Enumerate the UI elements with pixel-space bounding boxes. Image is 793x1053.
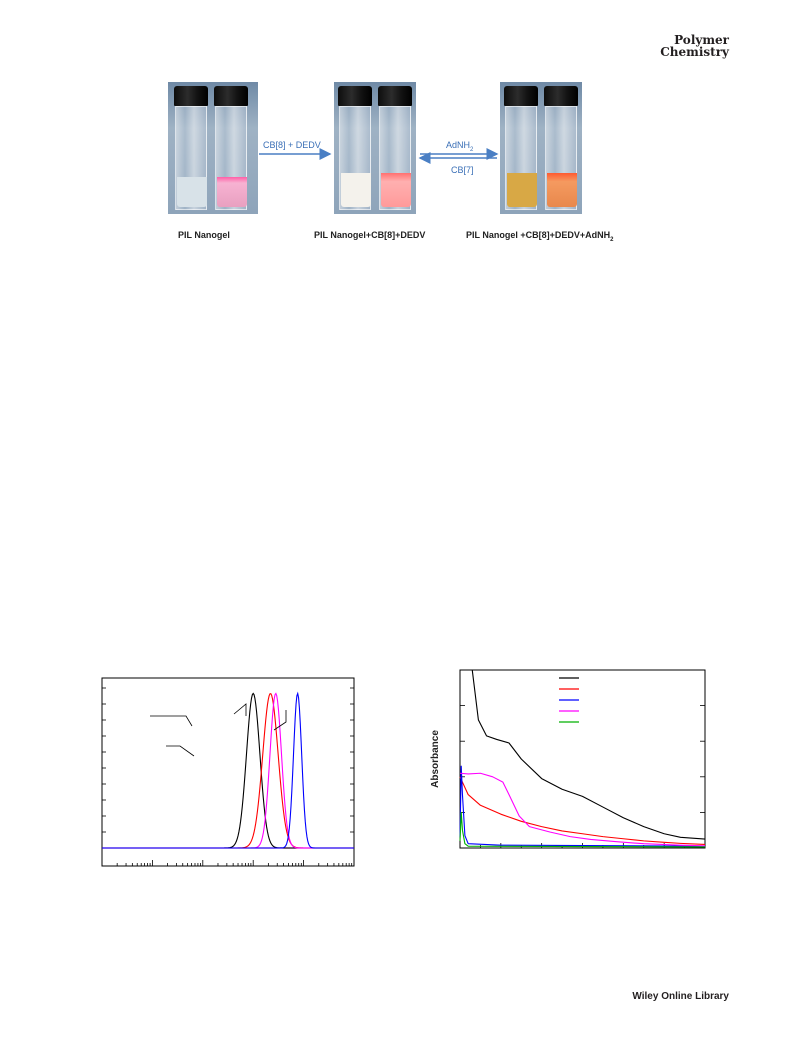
dls-series-0 [102, 692, 354, 849]
abs-series-0 [471, 669, 706, 840]
vial-liquid [177, 177, 207, 207]
vial-left [504, 86, 538, 210]
abs-series-4 [459, 811, 706, 848]
forward-arrow-label: CB[8] + DEDV [263, 140, 321, 150]
scheme-arrows [259, 148, 499, 164]
scheme-caption-2: PIL Nanogel+CB[8]+DEDV [314, 230, 426, 240]
absorbance-ylabel: Absorbance [430, 730, 441, 788]
vial-right [544, 86, 578, 210]
dls-chart-svg [101, 677, 355, 867]
reverse-arrow-bottom-label: CB[7] [451, 165, 474, 175]
vial-right [214, 86, 248, 210]
vial-right [378, 86, 412, 210]
abs-plot-frame [459, 669, 706, 849]
vial-liquid [507, 173, 537, 207]
dls-leader-line-1 [166, 745, 195, 757]
dls-series-3 [102, 691, 354, 849]
photo-pil-nanogel-adnh2 [500, 82, 582, 214]
absorbance-chart: Absorbance [425, 664, 710, 868]
vial-liquid [341, 173, 371, 207]
photo-pil-nanogel [168, 82, 258, 214]
vial-cap [378, 86, 412, 106]
scheme-caption-1: PIL Nanogel [178, 230, 230, 240]
dls-chart [100, 676, 360, 880]
dls-series-2 [102, 692, 354, 849]
photo-pil-nanogel-cb8 [334, 82, 416, 214]
reverse-arrow-top-label: AdNH2 [446, 140, 474, 153]
vial-cap [214, 86, 248, 106]
vial-cap [338, 86, 372, 106]
publisher-footer: Wiley Online Library [632, 991, 729, 1002]
dls-leader-line-3 [273, 710, 287, 731]
vial-cap [174, 86, 208, 106]
vial-cap [504, 86, 538, 106]
vial-left [338, 86, 372, 210]
vial-cap [544, 86, 578, 106]
abs-series-2 [459, 765, 706, 847]
scheme-caption-3: PIL Nanogel +CB[8]+DEDV+AdNH2 [466, 230, 614, 243]
vial-liquid [381, 173, 411, 207]
vial-liquid [217, 177, 247, 207]
absorbance-chart-svg: Absorbance [430, 669, 706, 849]
abs-series-1 [459, 776, 706, 845]
journal-title: Polymer Chemistry [660, 34, 729, 58]
dls-series-1 [102, 693, 354, 849]
journal-title-line2: Chemistry [660, 45, 729, 59]
vial-left [174, 86, 208, 210]
dls-leader-line-0 [150, 715, 193, 727]
abs-series-3 [459, 772, 706, 847]
dls-leader-line-2 [233, 703, 247, 716]
vial-liquid [547, 173, 577, 207]
journal-title-line1: Polymer [674, 33, 729, 47]
dls-plot-frame [101, 677, 355, 867]
